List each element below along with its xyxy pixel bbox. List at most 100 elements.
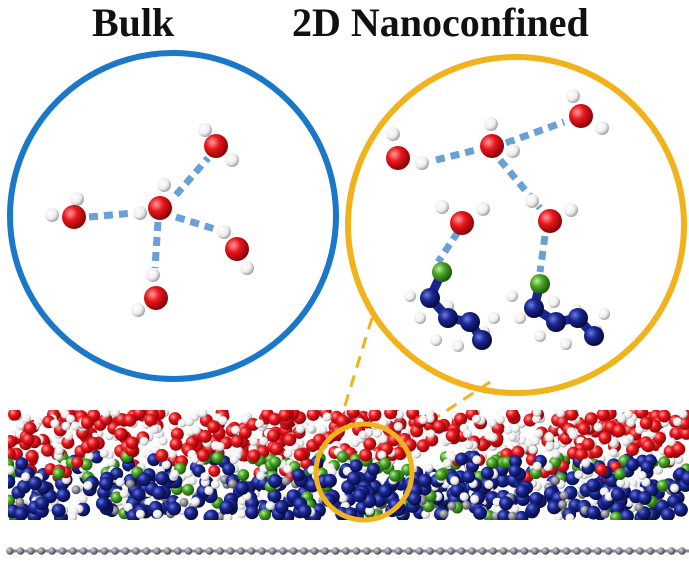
nitrogen-atom	[17, 479, 31, 494]
oxygen-atom	[336, 414, 350, 428]
substrate-atom	[447, 547, 455, 555]
hydrogen-atom	[198, 410, 208, 418]
carbon-atom	[228, 479, 238, 489]
hydrogen-atom	[581, 458, 591, 468]
nitrogen-atom	[610, 487, 625, 502]
nitrogen-atom	[640, 460, 654, 474]
nitrogen-atom	[322, 473, 337, 488]
hydrogen-atom	[218, 416, 228, 426]
nitrogen-atom	[438, 308, 458, 328]
substrate-atom	[37, 547, 46, 555]
hydrogen-atom	[534, 429, 544, 438]
nitrogen-atom	[184, 506, 199, 520]
oxygen-atom	[672, 442, 686, 456]
substrate-atom	[195, 547, 203, 555]
oxygen-atom	[114, 427, 128, 441]
hydrogen-atom	[426, 429, 436, 439]
hydrogen-atom	[198, 123, 212, 137]
substrate-atom	[394, 547, 403, 555]
hydrogen-atom	[488, 432, 498, 442]
hydrogen-atom	[545, 442, 554, 452]
functional-atom	[211, 451, 224, 464]
substrate-atom	[552, 547, 560, 555]
substrate-atom	[583, 547, 592, 555]
oxygen-atom	[598, 431, 612, 445]
hydrogen-atom	[237, 509, 247, 519]
nitrogen-atom	[495, 473, 510, 488]
hydrogen-atom	[210, 479, 220, 489]
functional-atom	[80, 458, 93, 471]
substrate-layer	[6, 547, 689, 555]
hydrogen-atom	[556, 410, 565, 418]
hydrogen-atom	[158, 436, 168, 446]
hydrogen-atom	[84, 451, 94, 461]
hydrogen-atom	[256, 471, 266, 481]
hydrogen-atom	[565, 513, 575, 520]
nitrogen-atom	[98, 476, 113, 491]
nitrogen-atom	[267, 489, 282, 503]
hydrogen-atom	[139, 436, 149, 446]
hydrogen-atom	[595, 121, 609, 135]
nitrogen-atom	[462, 470, 476, 484]
oxygen-atom	[445, 429, 459, 443]
hydrogen-atom	[204, 486, 214, 496]
hydrogen-atom	[414, 312, 426, 324]
substrate-atom	[426, 547, 434, 555]
nanoconfined-panel-ring	[345, 54, 687, 396]
hydrogen-atom	[530, 436, 540, 446]
oxygen-atom	[596, 410, 610, 421]
oxygen-atom	[8, 435, 17, 448]
oxygen-atom	[612, 424, 626, 438]
oxygen-atom	[198, 429, 212, 443]
carbon-atom	[15, 497, 25, 507]
functional-atom	[435, 468, 448, 481]
oxygen-atom	[144, 286, 168, 310]
hydrogen-atom	[157, 178, 171, 192]
nitrogen-atom	[420, 288, 440, 308]
bulk-hbonds	[88, 155, 220, 269]
substrate-atom	[405, 547, 413, 555]
hydrogen-atom	[8, 465, 15, 475]
hydrogen-atom	[190, 497, 200, 507]
substrate-atom	[111, 547, 119, 555]
hydrogen-atom	[225, 153, 239, 167]
hydrogen-bond	[151, 221, 162, 269]
nitrogen-atom	[346, 471, 361, 486]
hydrogen-atom	[623, 410, 633, 419]
oxygen-atom	[639, 416, 653, 430]
hydrogen-atom	[566, 89, 580, 103]
nanoconfined-molecules	[386, 89, 610, 352]
nitrogen-atom	[524, 298, 544, 318]
oxygen-atom	[23, 421, 37, 435]
functional-atom	[259, 508, 272, 520]
hydrogen-atom	[183, 469, 193, 479]
substrate-atom	[27, 547, 35, 555]
substrate-atom	[174, 547, 182, 555]
hydrogen-atom	[135, 509, 145, 519]
hydrogen-atom	[463, 429, 472, 439]
substrate-atom	[289, 547, 298, 555]
substrate-atom	[321, 547, 329, 555]
hydrogen-atom	[54, 446, 64, 455]
hydrogen-atom	[378, 434, 388, 444]
nitrogen-atom	[681, 471, 689, 486]
hydrogen-atom	[21, 472, 31, 482]
oxygen-atom	[230, 434, 244, 448]
hydrogen-atom	[152, 509, 162, 519]
substrate-atom	[562, 547, 571, 555]
functional-atom	[182, 483, 195, 496]
nitrogen-atom	[51, 503, 66, 518]
hydrogen-atom	[68, 512, 77, 520]
hydrogen-atom	[488, 312, 500, 324]
substrate-atom	[142, 547, 151, 555]
nitrogen-atom	[28, 476, 42, 491]
oxygen-atom	[565, 410, 579, 421]
nitrogen-atom	[95, 496, 110, 511]
oxygen-atom	[204, 134, 228, 158]
hydrogen-atom	[45, 208, 59, 222]
substrate-atom	[163, 547, 172, 555]
oxygen-atom	[680, 426, 689, 440]
hydrogen-atom	[21, 414, 31, 423]
hydrogen-bond	[536, 235, 549, 273]
